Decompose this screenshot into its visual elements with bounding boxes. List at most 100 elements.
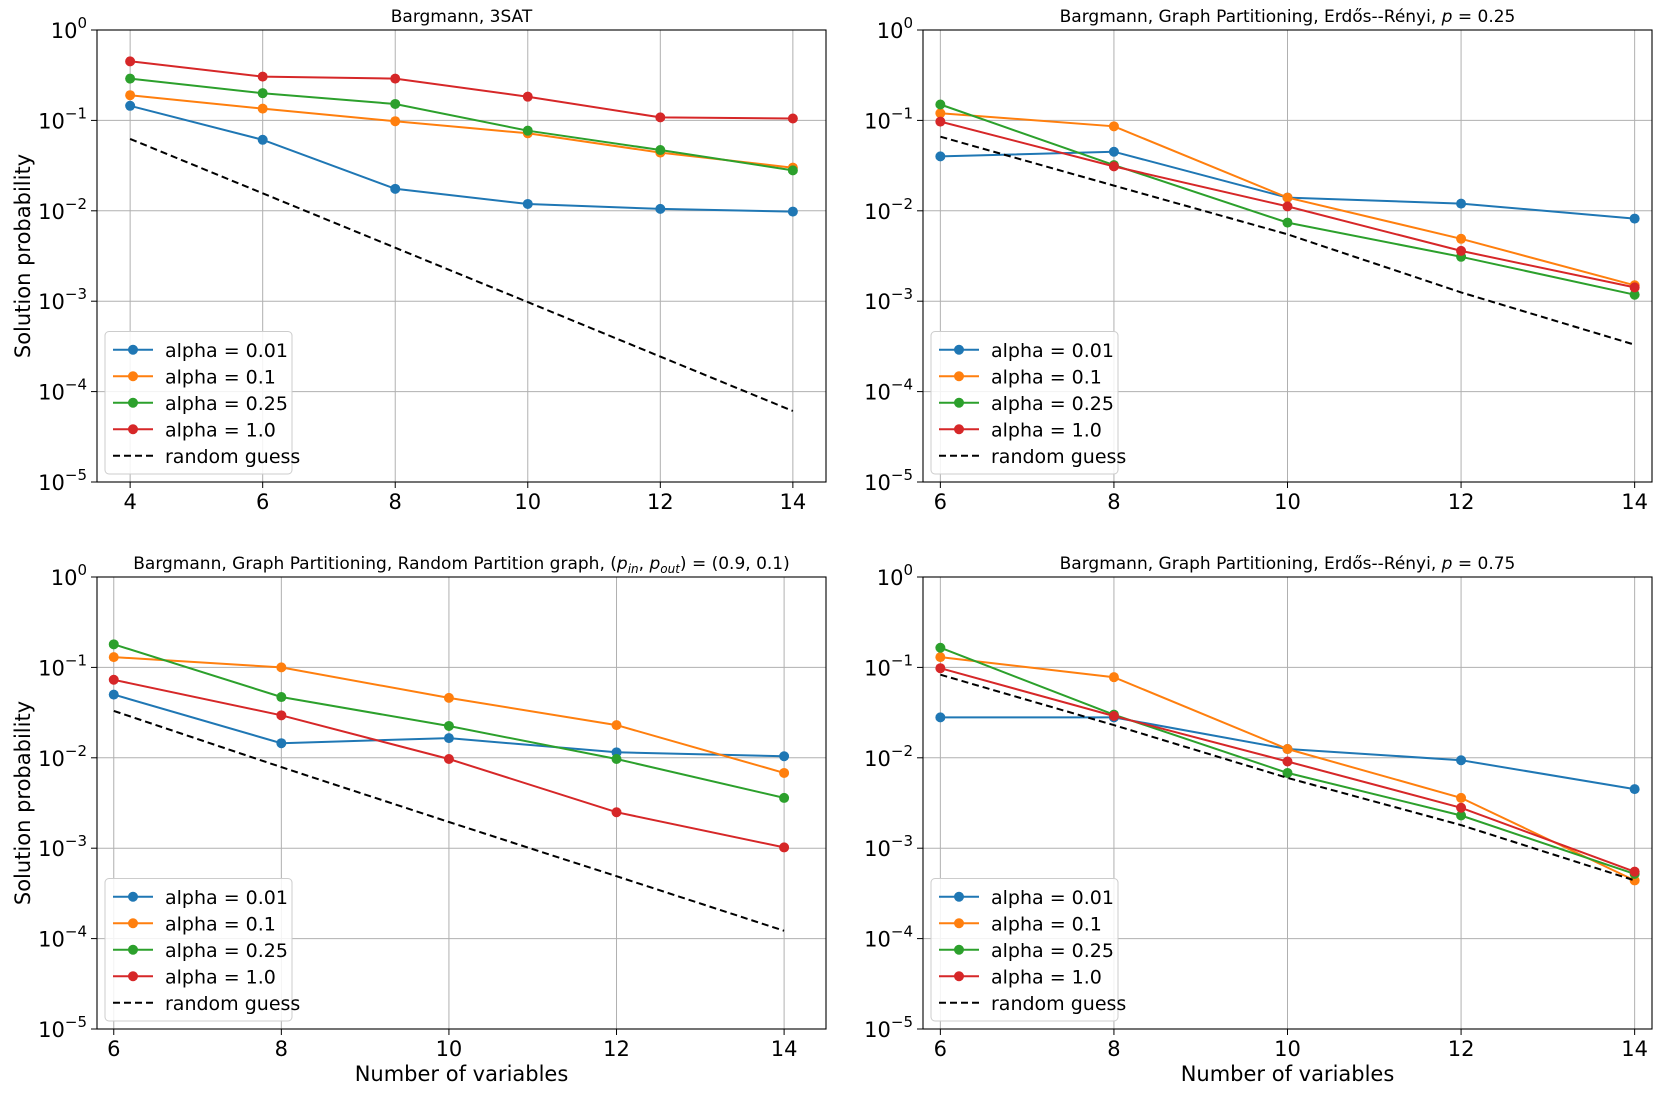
- data-point: [125, 100, 136, 111]
- legend-label: alpha = 0.1: [991, 913, 1102, 935]
- x-tick-label: 10: [1274, 1037, 1301, 1061]
- legend-label: alpha = 0.25: [991, 940, 1114, 962]
- data-point: [276, 662, 287, 673]
- data-point: [1108, 146, 1119, 157]
- legend-box: [104, 878, 293, 1022]
- series-alpha-0-25: [125, 73, 798, 176]
- x-tick-label: 10: [1274, 490, 1301, 514]
- legend-label: alpha = 1.0: [991, 419, 1102, 441]
- legend-marker: [954, 891, 964, 902]
- y-tick-label: 10−1: [38, 651, 87, 680]
- data-point: [1456, 755, 1467, 766]
- data-point: [1282, 756, 1293, 767]
- legend-marker: [128, 344, 138, 355]
- legend-marker: [954, 918, 964, 929]
- legend-label: alpha = 0.01: [165, 887, 288, 909]
- data-point: [1108, 710, 1119, 721]
- y-tick-label: 10−4: [864, 923, 913, 952]
- data-point: [257, 88, 268, 99]
- legend-marker: [954, 397, 964, 408]
- data-point: [257, 103, 268, 114]
- series-alpha-1-0: [935, 663, 1640, 877]
- legend-label: random guess: [165, 993, 300, 1015]
- legend-label: alpha = 0.25: [165, 393, 288, 415]
- series-random-guess: [129, 137, 794, 412]
- legend-marker: [954, 971, 964, 982]
- x-tick-label: 14: [1621, 490, 1648, 514]
- data-point: [125, 73, 136, 84]
- y-axis-label: Solution probability: [11, 701, 35, 905]
- legend-label: alpha = 1.0: [991, 966, 1102, 988]
- legend-marker: [954, 371, 964, 382]
- series-line: [129, 60, 793, 120]
- series-alpha-1-0: [935, 116, 1640, 293]
- legend-label: alpha = 0.1: [991, 366, 1102, 388]
- x-axis-label: Number of variables: [1181, 1062, 1395, 1086]
- data-point: [935, 652, 946, 663]
- series-line: [129, 77, 794, 172]
- data-point: [1282, 217, 1293, 228]
- data-point: [787, 165, 798, 176]
- data-point: [276, 738, 287, 749]
- legend-label: alpha = 0.1: [165, 913, 276, 935]
- axes-frame: [96, 576, 827, 1030]
- y-tick-label: 10−1: [864, 651, 913, 680]
- y-tick-label: 10−1: [864, 104, 913, 133]
- y-tick-label: 100: [877, 14, 913, 43]
- data-point: [125, 56, 136, 67]
- x-tick-label: 10: [514, 490, 541, 514]
- legend-label: random guess: [165, 446, 300, 468]
- x-tick-label: 6: [934, 1037, 947, 1061]
- legend-label: alpha = 0.01: [991, 887, 1114, 909]
- y-tick-label: 10−3: [864, 285, 913, 314]
- data-point: [443, 753, 454, 764]
- legend-label: random guess: [991, 993, 1126, 1015]
- series-line: [129, 94, 794, 169]
- legend-label: alpha = 0.25: [991, 393, 1114, 415]
- legend-marker: [128, 918, 138, 929]
- chart-panel-2: 6 8 10 12 14 100 10−1 10−2 10−3 10−4 10−5 Bargmann,…: [864, 7, 1653, 514]
- x-tick-label: 8: [1107, 1037, 1120, 1061]
- random-guess-line: [113, 709, 785, 932]
- data-point: [443, 692, 454, 703]
- data-point: [779, 792, 790, 803]
- series-alpha-0-25: [108, 639, 790, 803]
- data-point: [390, 73, 401, 84]
- series-random-guess: [113, 709, 785, 932]
- data-point: [390, 116, 401, 127]
- y-tick-label: 10−5: [38, 466, 87, 495]
- x-tick-label: 12: [1448, 1037, 1475, 1061]
- y-tick-label: 100: [51, 561, 87, 590]
- data-point: [1456, 802, 1467, 813]
- x-tick-label: 12: [647, 490, 674, 514]
- legend-label: alpha = 1.0: [165, 966, 276, 988]
- x-tick-label: 12: [603, 1037, 630, 1061]
- y-tick-label: 10−2: [864, 742, 913, 771]
- data-point: [779, 751, 790, 762]
- data-point: [935, 151, 946, 162]
- y-tick-label: 10−5: [864, 466, 913, 495]
- legend-marker: [954, 424, 964, 435]
- series-line: [129, 104, 793, 213]
- x-tick-label: 14: [1621, 1037, 1648, 1061]
- x-tick-label: 14: [771, 1037, 798, 1061]
- legend-label: alpha = 0.01: [991, 340, 1114, 362]
- data-point: [779, 842, 790, 853]
- data-point: [1456, 810, 1467, 821]
- data-point: [108, 689, 119, 700]
- chart-title: Bargmann, Graph Partitioning, Erdős--Rén…: [1060, 554, 1516, 574]
- data-point: [1629, 282, 1640, 293]
- data-point: [935, 108, 946, 119]
- y-tick-label: 10−2: [38, 742, 87, 771]
- data-point: [935, 99, 946, 110]
- data-point: [390, 183, 401, 194]
- legend-marker: [954, 344, 964, 355]
- data-point: [257, 71, 268, 82]
- data-point: [276, 692, 287, 703]
- series-alpha-0-01: [125, 100, 798, 217]
- legend-box: [930, 331, 1119, 475]
- data-point: [1108, 121, 1119, 132]
- chart-title: Bargmann, Graph Partitioning, Random Par…: [133, 554, 789, 576]
- data-point: [655, 145, 666, 156]
